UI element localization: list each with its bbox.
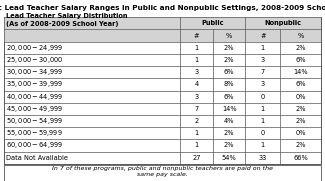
Text: 27: 27: [192, 155, 201, 161]
Text: 6%: 6%: [224, 69, 234, 75]
Text: $40,000-$44,999: $40,000-$44,999: [6, 92, 64, 102]
Text: %: %: [297, 33, 304, 39]
Text: 3: 3: [261, 81, 265, 87]
Text: $45,000-$49,999: $45,000-$49,999: [6, 104, 64, 114]
Text: $60,000-$64,999: $60,000-$64,999: [6, 140, 64, 150]
Text: Public: Public: [202, 20, 224, 26]
Text: $25,000-$30,000: $25,000-$30,000: [6, 55, 64, 65]
Text: #: #: [194, 33, 199, 39]
Text: $20,000-$24,999: $20,000-$24,999: [6, 43, 64, 53]
Text: 6%: 6%: [224, 94, 234, 100]
Text: $55,000-$59,999: $55,000-$59,999: [6, 128, 63, 138]
Text: #: #: [260, 33, 266, 39]
Text: $50,000-$54,999: $50,000-$54,999: [6, 116, 64, 126]
Text: %: %: [226, 33, 232, 39]
Text: 54%: 54%: [222, 155, 237, 161]
Text: 8%: 8%: [224, 81, 234, 87]
Text: 7: 7: [261, 69, 265, 75]
Text: 1: 1: [261, 45, 265, 51]
Text: 1: 1: [195, 130, 199, 136]
Text: In 7 of these programs, public and nonpublic teachers are paid on the
same pay s: In 7 of these programs, public and nonpu…: [52, 166, 273, 177]
Text: 1: 1: [261, 106, 265, 112]
Text: 1: 1: [195, 142, 199, 148]
Text: 1: 1: [195, 45, 199, 51]
Text: 7: 7: [194, 106, 199, 112]
Text: 3: 3: [261, 57, 265, 63]
Bar: [4, 165, 321, 181]
Text: 14%: 14%: [222, 106, 237, 112]
Text: 2%: 2%: [295, 106, 306, 112]
Text: 1: 1: [195, 57, 199, 63]
Text: 0: 0: [261, 130, 265, 136]
Bar: [4, 17, 321, 164]
Text: 2%: 2%: [224, 45, 234, 51]
Text: 2%: 2%: [295, 45, 306, 51]
Text: 6%: 6%: [295, 57, 306, 63]
Text: 3: 3: [195, 94, 199, 100]
Text: Data Not Available: Data Not Available: [6, 155, 69, 161]
Text: 14%: 14%: [293, 69, 308, 75]
Text: $35,000-$39,999: $35,000-$39,999: [6, 79, 64, 89]
Text: 2%: 2%: [224, 57, 234, 63]
Text: 2%: 2%: [224, 142, 234, 148]
Text: 1: 1: [261, 118, 265, 124]
Text: 3: 3: [195, 69, 199, 75]
Text: Nonpublic: Nonpublic: [265, 20, 302, 26]
Text: 2%: 2%: [295, 118, 306, 124]
Text: 2: 2: [194, 118, 199, 124]
Text: 2%: 2%: [224, 130, 234, 136]
Text: 33: 33: [259, 155, 267, 161]
Text: 1: 1: [261, 142, 265, 148]
Text: 4%: 4%: [224, 118, 234, 124]
Text: Lead Teacher Salary Distribution
(As of 2008-2009 School Year): Lead Teacher Salary Distribution (As of …: [6, 14, 128, 27]
Text: 2%: 2%: [295, 142, 306, 148]
Text: 66%: 66%: [293, 155, 308, 161]
Text: Table 1: Lead Teacher Salary Ranges in Public and Nonpublic Settings, 2008-2009 : Table 1: Lead Teacher Salary Ranges in P…: [0, 5, 325, 10]
Text: 0: 0: [261, 94, 265, 100]
Bar: [4, 17, 321, 42]
Text: $30,000-$34,999: $30,000-$34,999: [6, 67, 64, 77]
Text: 6%: 6%: [295, 81, 306, 87]
Text: 0%: 0%: [295, 94, 306, 100]
Text: 4: 4: [194, 81, 199, 87]
Text: 0%: 0%: [295, 130, 306, 136]
